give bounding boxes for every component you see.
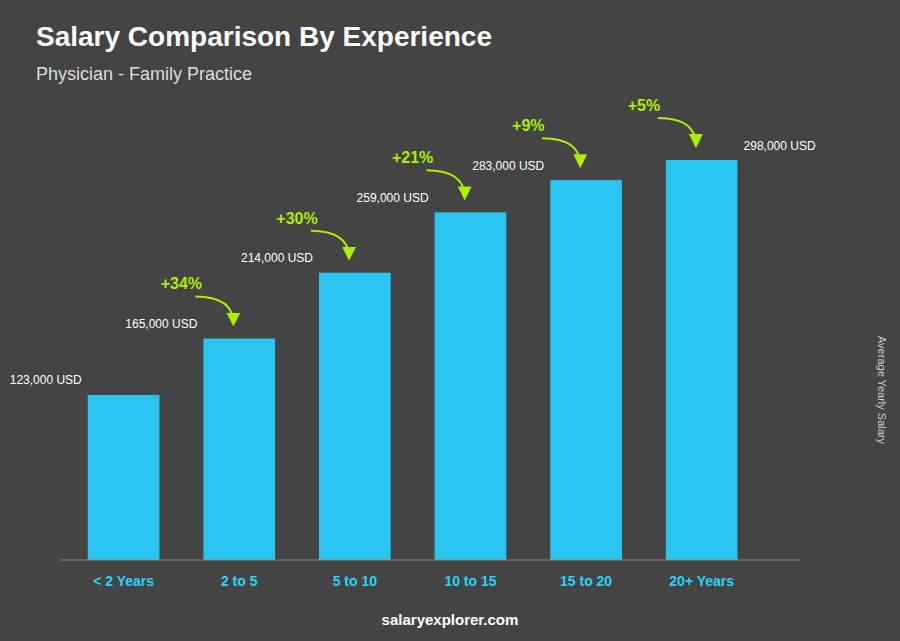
bar — [88, 395, 160, 560]
category-label: 5 to 10 — [333, 573, 378, 589]
category-label: < 2 Years — [93, 573, 154, 589]
footer: salaryexplorer.com — [382, 611, 519, 628]
data-label: 259,000 USD — [357, 191, 429, 205]
pct-arrow — [311, 231, 349, 258]
pct-change: +5% — [628, 97, 660, 114]
bars — [88, 160, 738, 560]
pct-arrow — [542, 138, 580, 165]
data-label: 214,000 USD — [241, 251, 313, 265]
chart-container: Salary Comparison By Experience Physician… — [0, 0, 900, 641]
data-label: 123,000 USD — [10, 373, 82, 387]
pct-arrow — [427, 170, 465, 197]
y-label: Average Yearly Salary — [876, 336, 888, 445]
title: Salary Comparison By Experience — [36, 21, 492, 52]
data-label: 298,000 USD — [744, 139, 816, 153]
category-label: 15 to 20 — [560, 573, 612, 589]
subtitle: Physician - Family Practice — [36, 64, 252, 84]
bar — [550, 180, 622, 560]
pct-change: +30% — [276, 210, 317, 227]
baseline — [60, 560, 800, 561]
category-label: 20+ Years — [669, 573, 734, 589]
pct-change: +21% — [392, 149, 433, 166]
bar — [319, 273, 391, 560]
bar — [666, 160, 738, 560]
pct-change: +34% — [161, 275, 202, 292]
category-label: 2 to 5 — [221, 573, 258, 589]
pct-change: +9% — [512, 117, 544, 134]
category-label: 10 to 15 — [444, 573, 496, 589]
background — [0, 0, 900, 641]
chart: Salary Comparison By Experience Physician… — [0, 0, 900, 641]
data-label: 283,000 USD — [472, 159, 544, 173]
pct-arrow — [195, 297, 233, 324]
bar — [203, 339, 275, 560]
pct-arrow — [658, 118, 696, 145]
data-label: 165,000 USD — [125, 317, 197, 331]
bar — [435, 212, 507, 560]
